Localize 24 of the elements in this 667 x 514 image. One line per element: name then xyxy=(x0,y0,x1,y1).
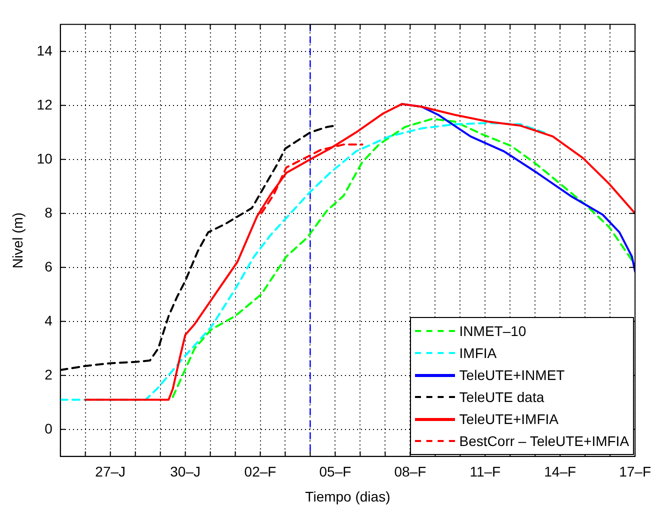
legend-label: BestCorr – TeleUTE+IMFIA xyxy=(459,432,630,452)
y-tick-label: 10 xyxy=(36,150,53,166)
x-tick-label: 11–F xyxy=(470,464,501,480)
legend-label: TeleUTE+IMFIA xyxy=(459,410,558,430)
y-tick-label: 4 xyxy=(44,312,53,328)
legend-label: IMFIA xyxy=(459,344,497,364)
y-tick-label: 8 xyxy=(44,204,53,220)
legend-label: INMET–10 xyxy=(459,322,526,342)
y-tick-label: 6 xyxy=(44,258,53,274)
y-axis-title: Nivel (m) xyxy=(9,212,26,268)
legend-label: TeleUTE+INMET xyxy=(459,366,565,386)
y-tick-label: 12 xyxy=(36,96,53,112)
y-tick-label: 2 xyxy=(44,366,53,382)
y-tick-label: 14 xyxy=(36,42,53,58)
x-tick-label: 08–F xyxy=(394,464,426,480)
x-tick-label: 27–J xyxy=(95,464,126,480)
x-tick-label: 14–F xyxy=(544,464,576,480)
x-tick-label: 02–F xyxy=(244,464,276,480)
legend-label: TeleUTE data xyxy=(459,388,544,408)
x-tick-label: 30–J xyxy=(170,464,200,480)
x-tick-label: 05–F xyxy=(319,464,352,480)
x-axis-title: Tiempo (dias) xyxy=(305,488,390,504)
y-tick-label: 0 xyxy=(44,420,53,436)
x-tick-label: 17–F xyxy=(619,464,652,480)
